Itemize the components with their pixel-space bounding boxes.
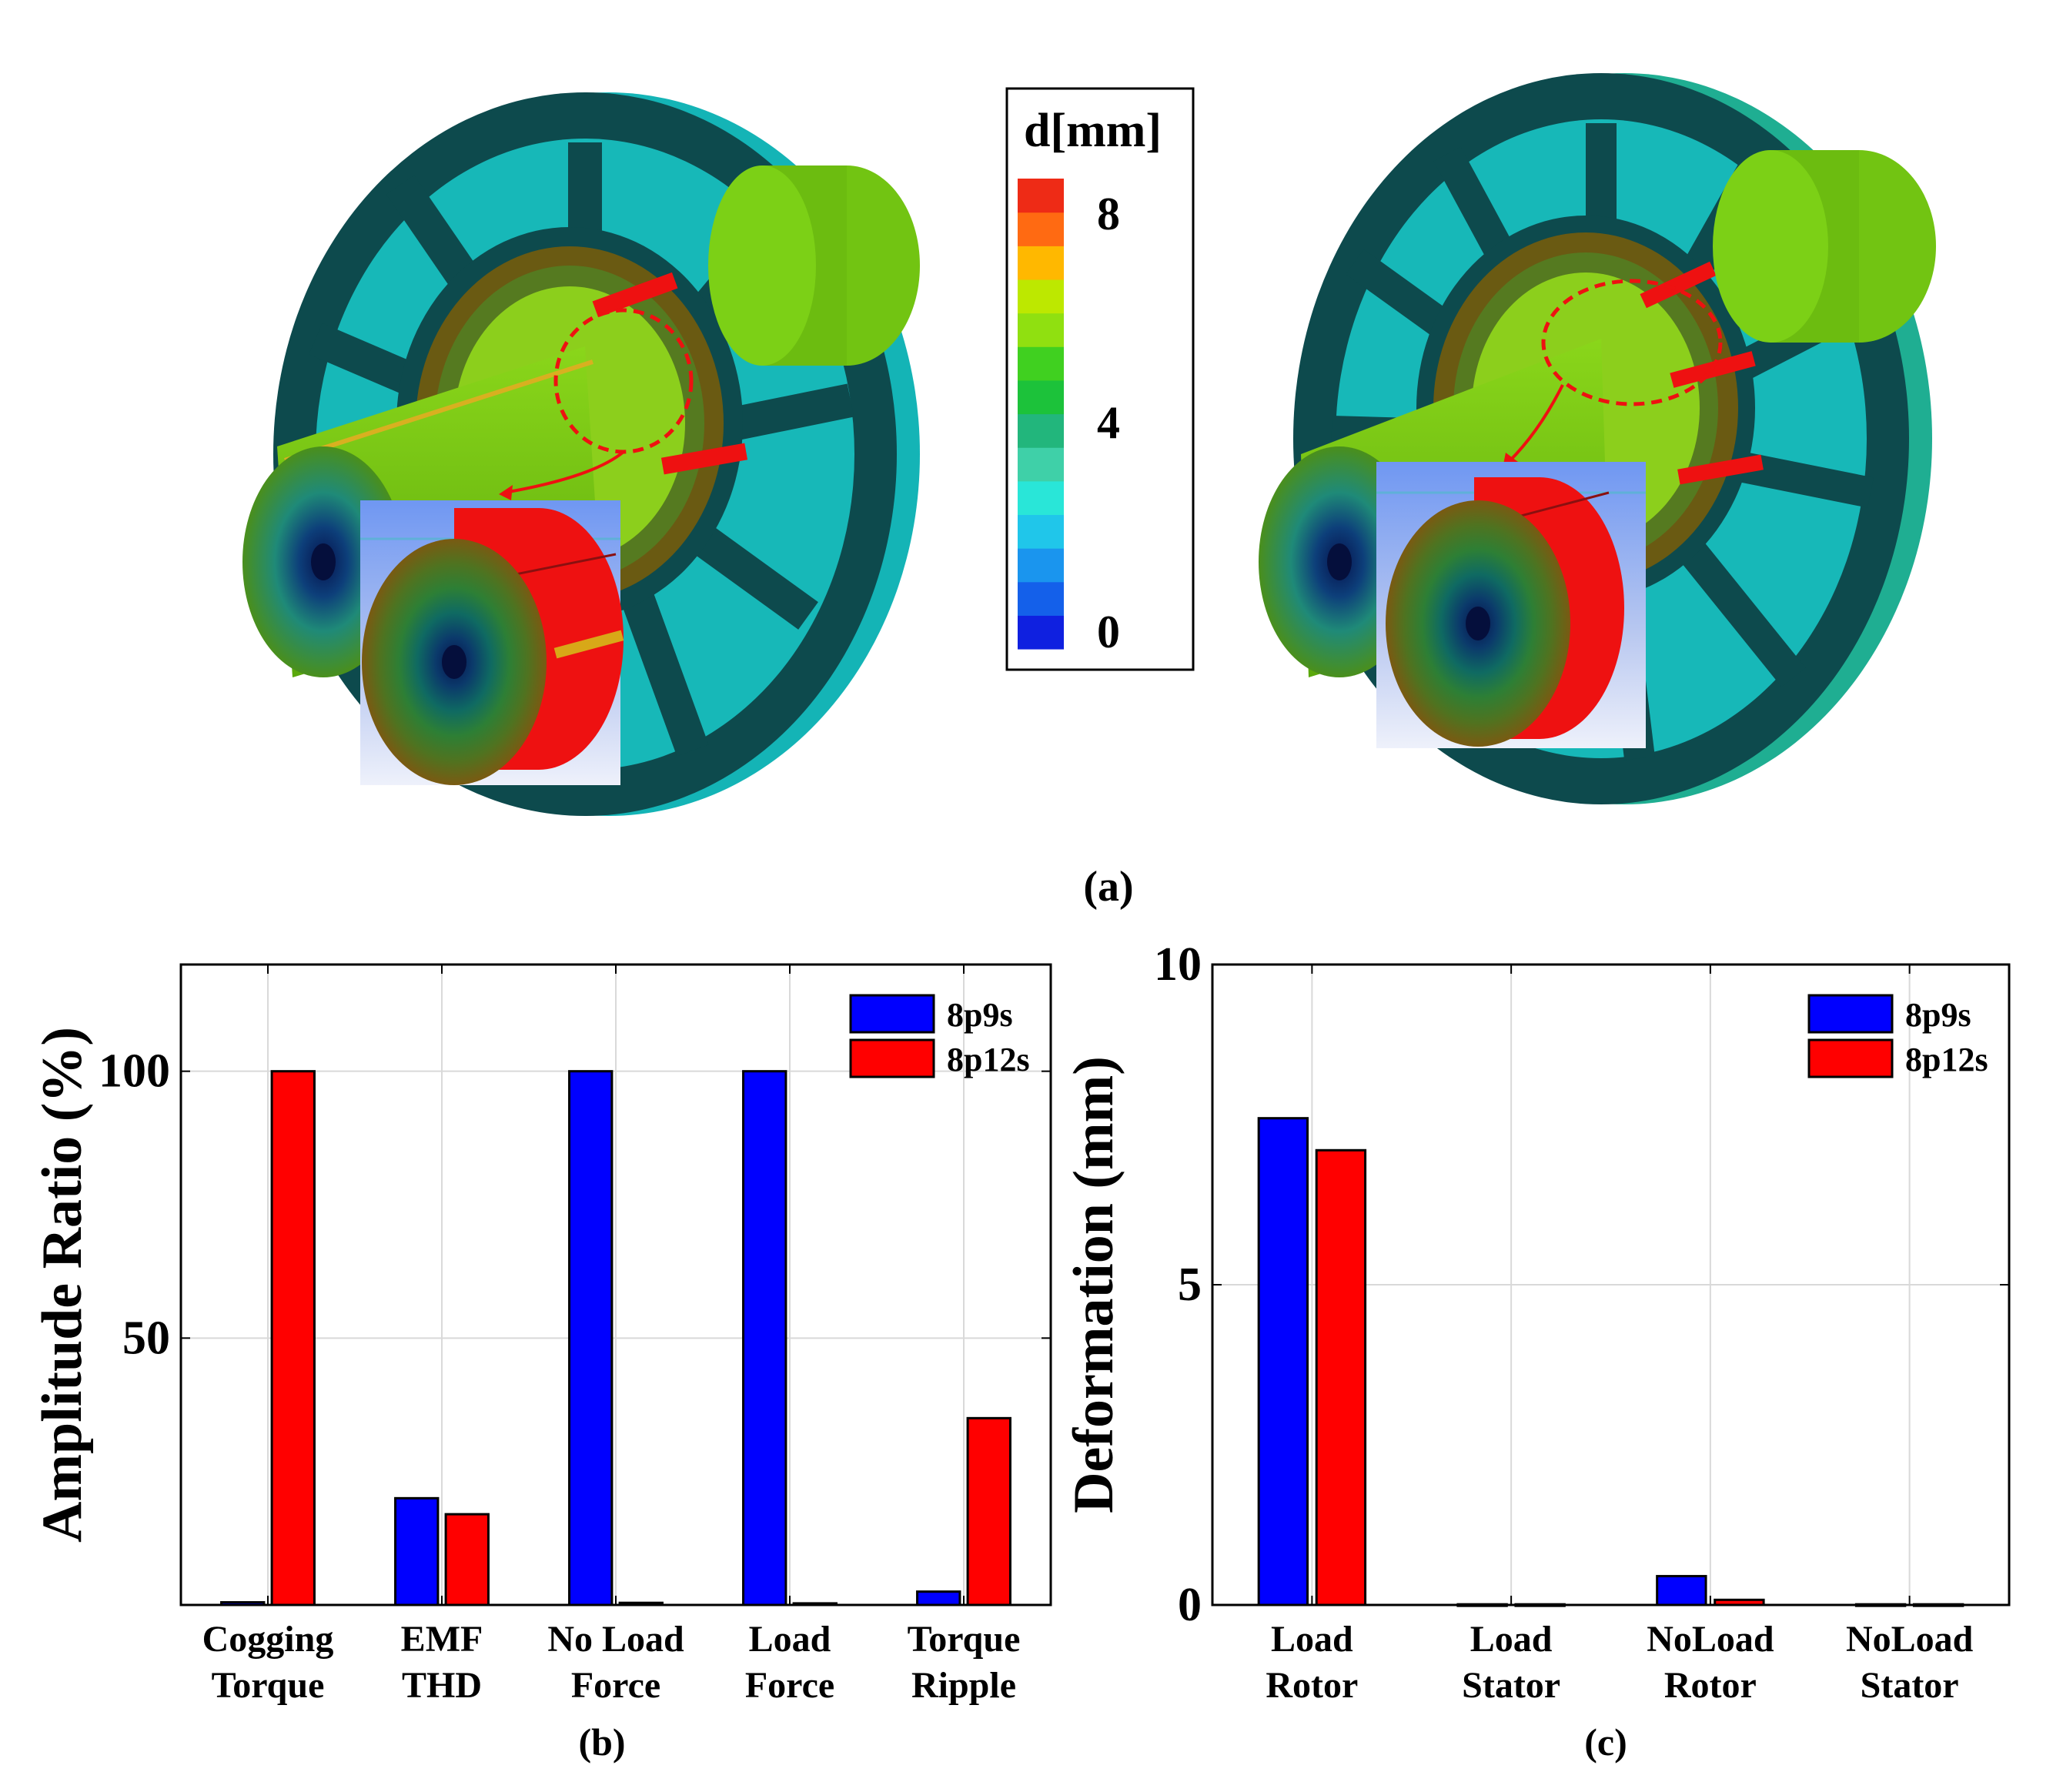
x-tick-label: Stator [1462, 1665, 1560, 1706]
y-tick-label: 50 [122, 1312, 170, 1364]
chart-amplitude-ratio: 50 100 Cogging Torque EMF THD No Load Force Load… [31, 963, 1052, 1706]
legend-label-8p12s: 8p12s [947, 1041, 1030, 1078]
y-tick-label: 10 [1154, 938, 1202, 991]
bar-8p9s [1257, 1117, 1309, 1606]
x-tick-label: Load [1271, 1619, 1353, 1660]
bar-8p12s [270, 1070, 316, 1606]
colorbar-block [1018, 279, 1064, 314]
colorbar-block [1018, 615, 1064, 650]
bar-8p9s [916, 1590, 961, 1606]
bar-8p9s [1656, 1575, 1707, 1606]
x-tick-label: Load [1470, 1619, 1553, 1660]
motor-render-8p9s [242, 92, 920, 816]
plot-frame [1211, 963, 2011, 1606]
bar-8p12s [444, 1513, 490, 1606]
chart-deformation: 0 5 10 Load Rotor Load Stator NoLoad Rotor NoLoad… [1062, 938, 2011, 1706]
legend-swatch-8p9s [849, 994, 935, 1034]
colorbar-block [1018, 447, 1064, 482]
x-tick-label: No Load [547, 1619, 684, 1660]
plot-frame [179, 963, 1052, 1606]
x-tick-label: Load [749, 1619, 831, 1660]
x-tick-label: Rotor [1266, 1665, 1358, 1706]
y-tick-label: 0 [1178, 1579, 1202, 1631]
colorbar-tick-label: 0 [1097, 607, 1120, 657]
x-tick-label: Ripple [911, 1665, 1016, 1706]
x-tick-label: Stator [1861, 1665, 1959, 1706]
colorbar-ticks: 8 4 0 [1097, 189, 1120, 657]
colorbar-block [1018, 548, 1064, 583]
colorbar-gradient [1018, 179, 1064, 650]
motor-render-8p12s [1259, 73, 1936, 804]
colorbar-tick-label: 8 [1097, 189, 1120, 239]
x-tick-label: NoLoad [1846, 1619, 1974, 1660]
colorbar-block [1018, 179, 1064, 213]
colorbar-block [1018, 313, 1064, 347]
bar-8p12s [966, 1416, 1011, 1606]
colorbar-block [1018, 379, 1064, 415]
x-tick-label: Torque [212, 1665, 325, 1706]
bar-8p9s [742, 1070, 787, 1606]
legend-swatch-8p9s [1807, 994, 1894, 1034]
y-axis-label: Deformation (mm) [1062, 1056, 1125, 1513]
legend-swatch-8p12s [849, 1038, 935, 1078]
y-tick-label: 5 [1178, 1259, 1202, 1311]
bar-8p12s [1315, 1148, 1367, 1606]
colorbar-block [1018, 514, 1064, 549]
x-tick-label: Rotor [1664, 1665, 1757, 1706]
legend-swatch-8p12s [1807, 1038, 1894, 1078]
x-tick-label: Torque [908, 1619, 1021, 1660]
x-tick-label: NoLoad [1647, 1619, 1774, 1660]
y-tick-label: 100 [99, 1045, 170, 1098]
colorbar-block [1018, 346, 1064, 381]
panel-label-c: (c) [1584, 1720, 1627, 1764]
y-axis-label: Amplitude Ratio (%) [31, 1027, 94, 1543]
legend-label-8p12s: 8p12s [1905, 1041, 1988, 1078]
x-tick-label: EMF [401, 1619, 483, 1660]
panel-label-a: (a) [1083, 863, 1133, 911]
x-tick-label: Cogging [202, 1619, 334, 1660]
bar-8p9s [394, 1496, 440, 1606]
colorbar-title: d[mm] [1024, 105, 1162, 157]
bar-8p9s [568, 1070, 614, 1606]
colorbar-block [1018, 246, 1064, 280]
colorbar-block [1018, 581, 1064, 616]
colorbar-tick-label: 4 [1097, 397, 1120, 448]
x-tick-label: Force [571, 1665, 660, 1706]
colorbar-block [1018, 480, 1064, 516]
legend-label-8p9s: 8p9s [947, 996, 1013, 1034]
colorbar-block [1018, 212, 1064, 246]
colorbar: d[mm] 8 4 0 [1005, 87, 1195, 671]
x-tick-label: Force [745, 1665, 834, 1706]
legend-label-8p9s: 8p9s [1905, 996, 1971, 1034]
panel-label-b: (b) [578, 1720, 625, 1764]
x-tick-label: THD [402, 1665, 482, 1706]
colorbar-block [1018, 413, 1064, 448]
